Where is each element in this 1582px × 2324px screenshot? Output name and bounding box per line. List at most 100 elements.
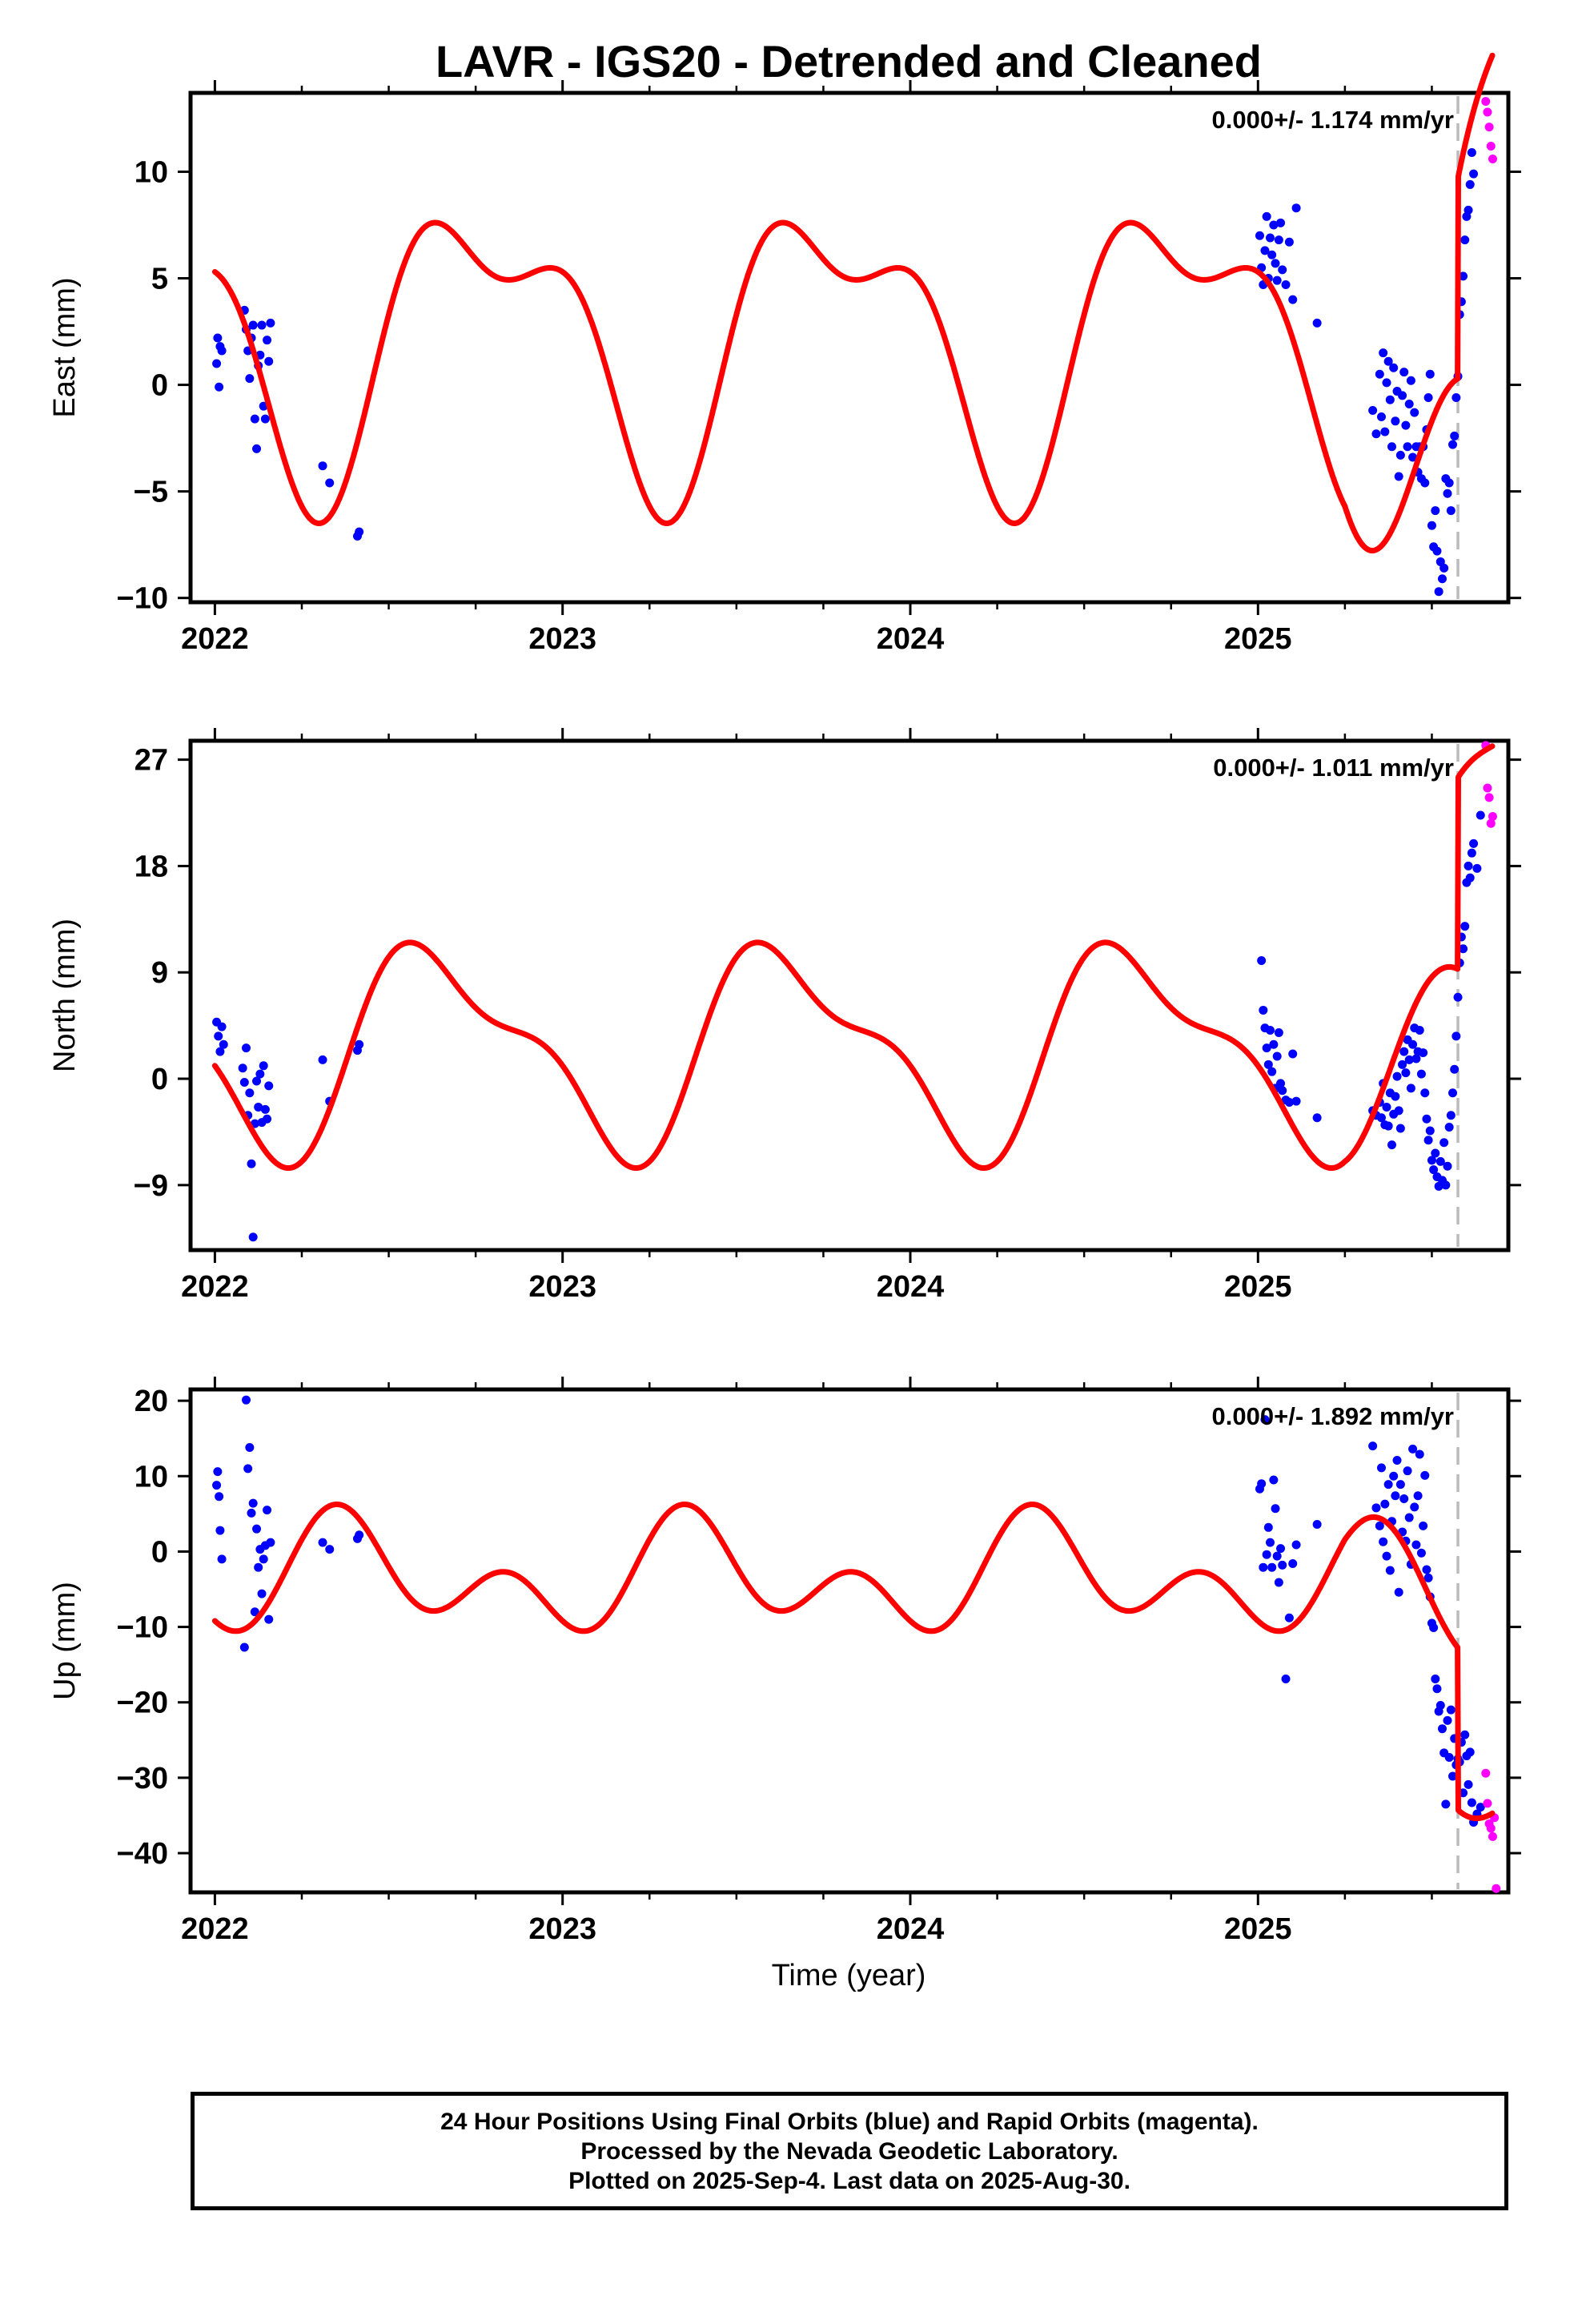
final-orbit-point <box>1269 1475 1279 1485</box>
final-orbit-point <box>318 1055 327 1064</box>
final-orbit-point <box>1422 1565 1431 1574</box>
final-orbit-point <box>1382 378 1391 388</box>
final-orbit-point <box>1379 348 1388 358</box>
final-orbit-point <box>1392 1072 1402 1081</box>
final-orbit-point <box>1444 1752 1454 1762</box>
final-orbit-point <box>1266 1026 1275 1035</box>
final-orbit-point <box>1420 478 1430 488</box>
y-tick-label: −10 <box>117 582 168 616</box>
final-orbit-point <box>355 1530 364 1540</box>
rapid-orbit-point <box>1486 818 1496 828</box>
final-orbit-point <box>1394 1587 1403 1597</box>
final-orbit-point <box>215 1492 224 1502</box>
final-orbit-point <box>1420 1470 1430 1480</box>
final-orbit-point <box>245 1088 255 1098</box>
y-tick-label: 0 <box>151 1063 168 1096</box>
final-orbit-point <box>1476 1803 1485 1812</box>
final-orbit-point <box>1269 1039 1279 1049</box>
final-orbit-point <box>260 1104 270 1114</box>
final-orbit-point <box>266 1538 275 1547</box>
final-orbit-point <box>1460 1730 1470 1739</box>
final-orbit-point <box>1278 1560 1287 1570</box>
final-orbit-point <box>1464 1779 1473 1789</box>
final-orbit-point <box>245 1442 255 1452</box>
north-panel: 2022 2023 2024 2025 −9 0 9 18 27 North (mm) 0.000+… <box>48 728 1521 1304</box>
rapid-orbit-point <box>1483 1799 1492 1808</box>
final-orbit-point <box>1382 1102 1391 1112</box>
final-orbit-point <box>252 1076 262 1086</box>
final-orbit-point <box>1403 1466 1412 1476</box>
final-orbit-point <box>1276 218 1286 227</box>
final-orbit-point <box>1274 1027 1283 1037</box>
final-orbit-point <box>1272 1051 1282 1061</box>
model-fit-line <box>211 743 1496 1171</box>
final-orbit-point <box>263 336 272 345</box>
final-orbit-point <box>1422 1114 1431 1124</box>
final-orbit-point <box>1379 1537 1388 1546</box>
x-tick-label: 2023 <box>528 622 596 656</box>
final-orbit-point <box>1415 1026 1424 1035</box>
final-orbit-point <box>1435 1156 1445 1166</box>
final-orbit-point <box>1262 1043 1271 1053</box>
final-orbit-point <box>1371 1503 1381 1513</box>
final-orbit-point <box>1450 431 1460 440</box>
final-orbit-point <box>1395 450 1405 460</box>
x-tick-label: 2025 <box>1224 1270 1292 1304</box>
final-orbit-point <box>1368 1441 1378 1451</box>
final-orbit-point <box>1260 1415 1270 1425</box>
final-orbit-point <box>213 333 223 343</box>
final-orbit-point <box>1441 1180 1451 1190</box>
final-orbit-point <box>1404 1513 1414 1522</box>
final-orbit-point <box>254 1562 263 1572</box>
final-orbit-point <box>1394 472 1403 481</box>
final-orbit-point <box>257 320 267 330</box>
final-orbit-point <box>1257 1479 1267 1489</box>
final-orbit-point <box>1263 1522 1273 1532</box>
final-orbit-point <box>217 1554 227 1564</box>
final-orbit-point <box>219 1039 228 1049</box>
y-tick-label: 18 <box>135 850 168 883</box>
final-orbit-point <box>1444 1123 1454 1132</box>
final-orbit-point <box>1272 275 1282 285</box>
final-orbit-point <box>325 478 335 488</box>
final-orbit-point <box>247 1159 256 1168</box>
final-orbit-point <box>325 1545 335 1554</box>
final-orbit-point <box>1413 1491 1423 1501</box>
final-orbit-point <box>1467 1798 1476 1807</box>
rapid-orbit-point <box>1492 1884 1501 1893</box>
rapid-orbit-point <box>1486 142 1496 151</box>
final-orbit-point <box>1272 1551 1282 1561</box>
final-orbit-point <box>1385 395 1395 404</box>
rapid-orbit-point <box>1484 793 1494 802</box>
final-orbit-point <box>1380 427 1390 436</box>
note-line-processor: Processed by the Nevada Geodetic Laborat… <box>580 2137 1118 2165</box>
final-orbit-point <box>1399 1494 1409 1504</box>
final-orbit-point <box>215 1526 225 1535</box>
y-tick-label: 27 <box>135 744 168 778</box>
final-orbit-point <box>355 527 364 537</box>
final-orbit-point <box>1425 369 1435 379</box>
final-orbit-point <box>1410 408 1419 417</box>
rapid-orbit-point <box>1488 811 1497 821</box>
y-tick-label: 0 <box>151 1535 168 1569</box>
final-orbit-point <box>1404 400 1414 409</box>
y-axis-label: North (mm) <box>48 919 82 1072</box>
y-tick-label: −30 <box>117 1762 168 1795</box>
rate-annotation: 0.000+/- 1.174 mm/yr <box>1212 106 1454 134</box>
final-orbit-point <box>239 1077 249 1087</box>
final-orbit-point <box>252 444 262 453</box>
final-orbit-point <box>1432 1684 1442 1694</box>
final-orbit-point <box>1460 922 1470 931</box>
final-orbit-point <box>245 374 255 384</box>
x-tick-label: 2022 <box>181 622 249 656</box>
final-orbit-point <box>1255 231 1264 240</box>
y-tick-label: −9 <box>134 1169 168 1203</box>
final-orbit-point <box>1389 1471 1399 1481</box>
final-orbit-point <box>1276 1079 1286 1088</box>
final-orbit-point <box>1395 1124 1405 1133</box>
final-orbit-point <box>217 1022 227 1031</box>
processing-note-box: 24 Hour Positions Using Final Orbits (bl… <box>191 2092 1508 2210</box>
final-orbit-point <box>1452 393 1461 403</box>
final-orbit-point <box>1472 863 1482 873</box>
final-orbit-point <box>1439 1138 1449 1148</box>
